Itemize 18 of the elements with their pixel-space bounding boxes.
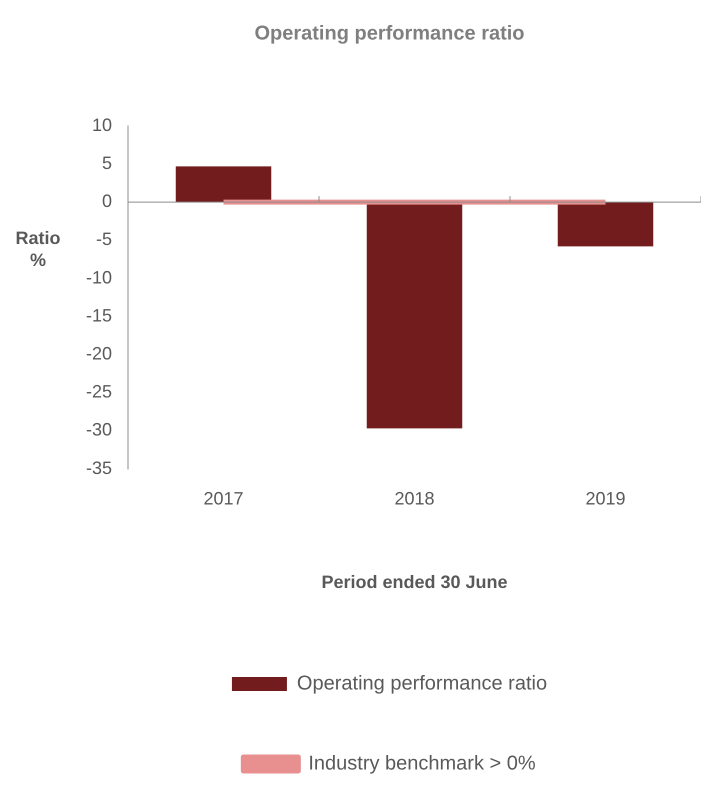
legend-label: Industry benchmark > 0% — [308, 752, 536, 775]
y-tick-label: -10 — [86, 267, 112, 288]
x-tick-label: 2019 — [585, 488, 626, 509]
x-tick-label: 2017 — [203, 488, 244, 509]
y-tick-label: -25 — [86, 382, 112, 402]
y-tick-label: -30 — [86, 420, 112, 440]
y-tick-label: -35 — [86, 458, 112, 478]
y-tick-label: -5 — [96, 229, 112, 250]
legend-label: Operating performance ratio — [296, 672, 548, 695]
y-tick-label: 5 — [102, 153, 112, 174]
y-tick-label: -15 — [86, 305, 112, 326]
x-tick-label: 2018 — [394, 488, 435, 509]
chart-title: Operating performance ratio — [254, 22, 525, 45]
y-tick-label: 10 — [92, 114, 112, 135]
y-axis-title: Ratio % — [16, 228, 61, 270]
y-tick-label: 0 — [102, 191, 112, 212]
x-axis-title: Period ended 30 June — [321, 572, 508, 592]
y-tick-label: -20 — [86, 344, 112, 364]
